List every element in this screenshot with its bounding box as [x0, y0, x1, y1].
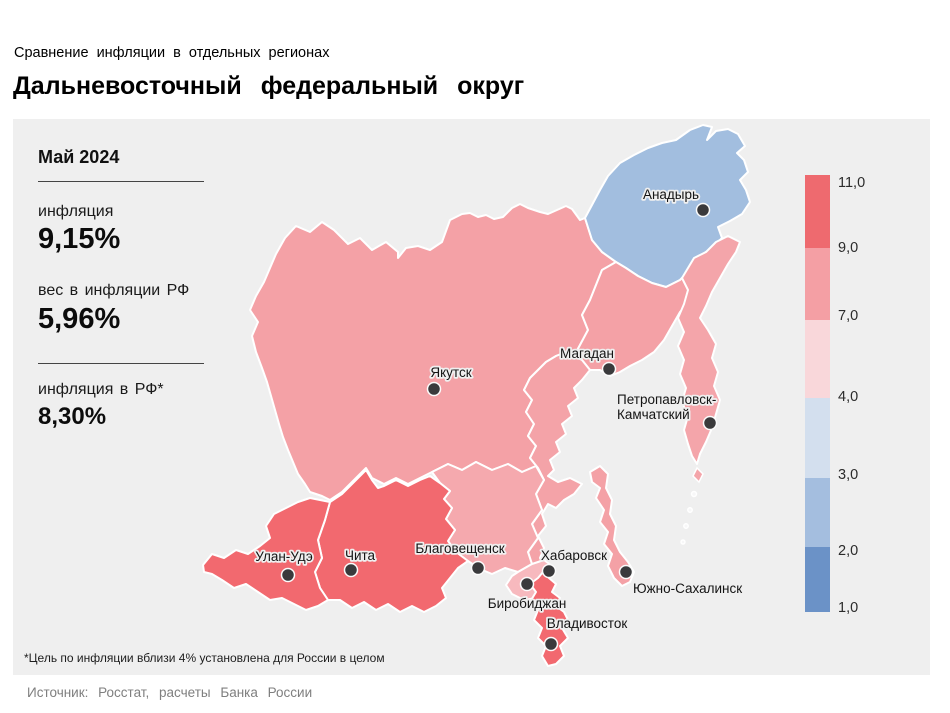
- city-dot-khabarovsk[interactable]: [541, 563, 557, 579]
- region-buryatia[interactable]: [202, 497, 331, 611]
- city-label-yakutsk: Якутск: [430, 365, 471, 380]
- city-dot-ulan-ude[interactable]: [280, 567, 296, 583]
- city-label-anadyr: Анадырь: [643, 187, 699, 202]
- city-label-petropavlovsk: Петропавловск-Камчатский: [617, 392, 716, 422]
- island: [680, 539, 686, 545]
- legend-tick-1: 9,0: [838, 240, 859, 256]
- legend-segment-1: [805, 248, 830, 320]
- legend-tick-4: 3,0: [838, 467, 859, 483]
- metric-value-rf-inflation: 8,30%: [38, 403, 107, 430]
- color-scale-legend: 11,0 9,0 7,0 4,0 3,0 2,0 1,0: [805, 175, 925, 616]
- page-title: Дальневосточный федеральный округ: [13, 72, 525, 100]
- legend-segment-5: [805, 547, 830, 612]
- region-primorsky[interactable]: [529, 571, 569, 667]
- legend-segment-3: [805, 398, 830, 478]
- city-dot-blagoveshchensk[interactable]: [470, 560, 486, 576]
- city-label-vladivostok: Владивосток: [547, 616, 628, 631]
- city-dot-anadyr[interactable]: [695, 202, 711, 218]
- legend-tick-5: 2,0: [838, 543, 859, 559]
- city-label-chita: Чита: [345, 548, 376, 563]
- city-label-yuzhno-sakhalinsk: Южно-Сахалинск: [633, 581, 742, 596]
- city-label-ulan-ude: Улан-Удэ: [255, 549, 313, 564]
- city-dot-yakutsk[interactable]: [426, 381, 442, 397]
- source-line: Источник: Росстат, расчеты Банка России: [27, 685, 313, 700]
- legend-segment-2: [805, 320, 830, 398]
- city-dot-magadan[interactable]: [601, 361, 617, 377]
- divider: [38, 363, 204, 364]
- metric-value-inflation: 9,15%: [38, 223, 121, 255]
- region-sakhalin[interactable]: [589, 465, 635, 587]
- divider: [38, 181, 204, 182]
- city-label-khabarovsk: Хабаровск: [541, 548, 607, 563]
- city-dot-birobidzhan[interactable]: [519, 576, 535, 592]
- island: [690, 490, 698, 498]
- legend-tick-2: 7,0: [838, 308, 859, 324]
- page-subtitle: Сравнение инфляции в отдельных регионах: [14, 45, 330, 61]
- metric-value-weight: 5,96%: [38, 303, 121, 335]
- footnote: *Цель по инфляции вблизи 4% установлена …: [24, 651, 385, 665]
- city-label-blagoveshchensk: Благовещенск: [415, 541, 504, 556]
- period-label: Май 2024: [38, 147, 120, 167]
- legend-color-bar: [805, 175, 830, 612]
- metric-label-weight: вес в инфляции РФ: [38, 282, 190, 299]
- metric-label-inflation: инфляция: [38, 203, 114, 220]
- map-panel: Анадырь Якутск Магадан Петропавловск-Камчат…: [13, 119, 930, 675]
- island: [692, 466, 704, 484]
- region-kamchatka[interactable]: [677, 235, 741, 465]
- legend-tick-0: 11,0: [838, 175, 866, 191]
- city-dot-petropavlovsk[interactable]: [702, 415, 718, 431]
- island: [683, 523, 689, 529]
- city-label-birobidzhan: Биробиджан: [488, 596, 567, 611]
- legend-tick-3: 4,0: [838, 389, 859, 405]
- city-dot-chita[interactable]: [343, 562, 359, 578]
- city-dot-yuzhno-sakhalinsk[interactable]: [618, 564, 634, 580]
- legend-tick-6: 1,0: [838, 600, 859, 616]
- city-label-magadan: Магадан: [560, 346, 614, 361]
- metric-label-rf-inflation: инфляция в РФ*: [38, 381, 164, 398]
- island: [687, 507, 693, 513]
- legend-segment-0: [805, 175, 830, 248]
- city-dot-vladivostok[interactable]: [543, 636, 559, 652]
- legend-segment-4: [805, 478, 830, 547]
